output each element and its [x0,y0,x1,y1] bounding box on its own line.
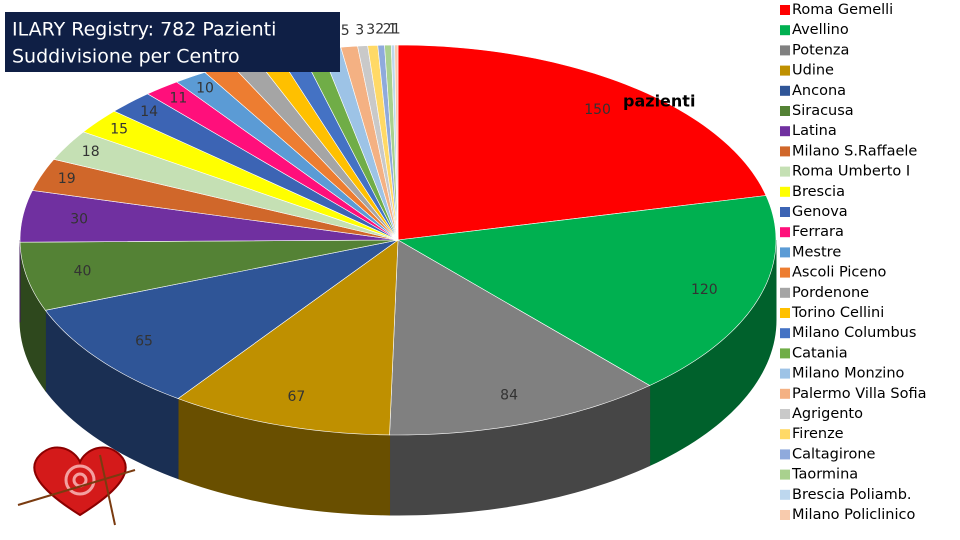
value-label: 40 [74,263,92,279]
legend-swatch [780,489,790,500]
legend-label: Ferrara [792,224,844,240]
legend-swatch [780,247,790,258]
value-label: 14 [140,104,158,120]
value-label: 2 [383,21,392,37]
value-label: 18 [82,144,100,160]
legend-label: Mestre [792,244,841,260]
slice [397,44,767,241]
legend-label: Genova [792,204,848,220]
legend-swatch [780,207,790,217]
legend-label: Milano S.Raffaele [792,143,917,159]
legend: Roma Gemelli Avellino Potenza Udine Ancona Si… [780,2,927,523]
slice [44,239,399,399]
value-label: 15 [110,122,128,138]
legend-swatch [780,5,790,15]
legend-label: Taormina [791,467,858,483]
legend-swatch [780,25,790,36]
value-label: 65 [135,334,153,350]
legend-label: Torino Cellini [791,305,884,321]
legend-swatch [780,287,790,298]
value-label: 11 [169,90,187,106]
value-label: 2 [375,22,384,38]
legend-swatch [780,449,790,460]
legend-swatch [780,65,790,76]
legend-swatch [780,328,790,339]
legend-swatch [780,510,790,520]
legend-swatch [780,166,790,177]
legend-label: Brescia [792,184,845,200]
legend-label: Milano Columbus [792,325,916,341]
legend-label: Ancona [792,83,846,99]
legend-swatch [780,368,790,379]
value-label: 1 [388,21,397,37]
legend-label: Milano Monzino [792,366,905,382]
legend-label: Avellino [792,22,849,38]
value-label: 3 [355,22,364,38]
legend-label: Siracusa [792,103,854,119]
chart-title: ILARY Registry: 782 Pazienti [12,19,276,41]
slice [82,110,399,241]
value-label: 10 [196,80,214,96]
slice [397,195,777,386]
legend-label: Roma Gemelli [792,2,893,18]
slice [19,190,399,243]
legend-swatch [780,146,790,157]
value-label: 30 [70,212,88,228]
legend-swatch [780,126,790,137]
legend-swatch [780,106,790,116]
legend-swatch [780,186,790,197]
legend-swatch [780,308,790,318]
legend-label: Brescia Poliamb. [792,487,912,503]
value-label: 120 [691,282,718,298]
legend-label: Roma Umberto I [792,164,910,180]
legend-label: Milano Policlinico [792,507,915,523]
value-label: 3 [366,22,375,38]
slice [31,158,399,241]
legend-label: Potenza [792,42,849,58]
legend-label: Ascoli Piceno [792,265,887,281]
legend-swatch [780,227,790,238]
legend-swatch [780,267,790,278]
legend-label: Catania [792,345,848,361]
legend-label: Udine [792,63,834,79]
legend-label: Agrigento [792,406,863,422]
slice [394,44,399,241]
value-label: 150 [584,102,611,118]
slice [19,239,399,311]
logo [0,446,144,528]
legend-swatch [780,388,790,399]
value-label: 5 [341,23,350,39]
legend-swatch [780,429,790,440]
legend-swatch [780,469,790,480]
slice [177,239,399,436]
chart-subtitle: Suddivisione per Centro [12,46,240,68]
slice [389,239,651,436]
annotation: pazienti [623,92,695,111]
legend-label: Caltagirone [792,446,876,462]
legend-swatch [780,45,790,56]
slice [53,131,399,241]
value-label: 84 [500,388,518,404]
value-label: 1 [392,21,401,37]
value-label: 67 [287,389,305,405]
value-label: 19 [58,171,76,187]
title-box [5,12,340,72]
legend-swatch [780,409,790,419]
legend-label: Palermo Villa Sofia [792,386,927,402]
legend-label: Latina [792,123,837,139]
slice [113,93,399,241]
legend-label: Firenze [792,426,844,442]
legend-label: Pordenone [792,285,869,301]
legend-swatch [780,348,790,359]
pie: 1501208467654030191815141110987766533221… [19,21,777,516]
legend-swatch [780,85,790,96]
